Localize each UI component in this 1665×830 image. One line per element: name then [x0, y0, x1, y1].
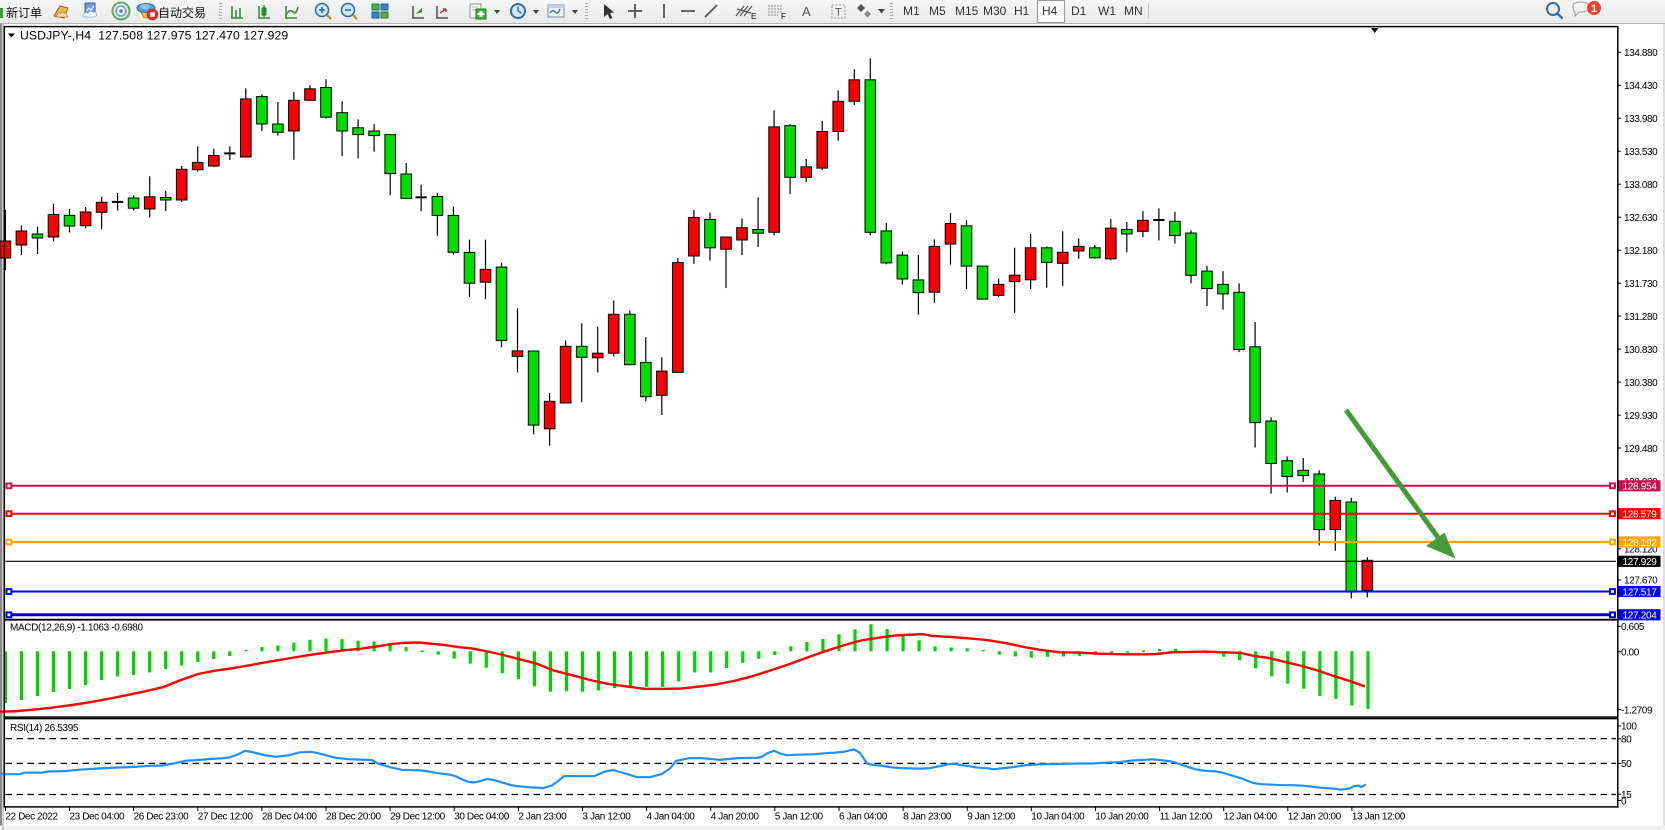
svg-text:130.380: 130.380: [1624, 378, 1658, 389]
svg-text:28 Dec 20:00: 28 Dec 20:00: [326, 812, 382, 823]
svg-text:128.954: 128.954: [1622, 482, 1657, 493]
svg-text:127.204: 127.204: [1622, 611, 1657, 622]
svg-text:130.830: 130.830: [1624, 345, 1658, 356]
svg-text:100: 100: [1621, 722, 1637, 733]
svg-text:128.192: 128.192: [1622, 538, 1657, 549]
svg-text:-1.2709: -1.2709: [1621, 705, 1653, 716]
svg-text:0: 0: [1621, 796, 1627, 807]
svg-text:30 Dec 04:00: 30 Dec 04:00: [454, 812, 510, 823]
svg-text:28 Dec 04:00: 28 Dec 04:00: [262, 812, 318, 823]
svg-text:127.929: 127.929: [1622, 557, 1657, 568]
svg-text:127.517: 127.517: [1622, 587, 1657, 598]
svg-text:133.530: 133.530: [1624, 147, 1658, 158]
svg-text:12 Jan 20:00: 12 Jan 20:00: [1288, 812, 1342, 823]
svg-text:10 Jan 20:00: 10 Jan 20:00: [1095, 812, 1149, 823]
svg-text:3 Jan 12:00: 3 Jan 12:00: [583, 812, 632, 823]
svg-text:0.605: 0.605: [1621, 622, 1645, 633]
svg-text:T: T: [835, 7, 842, 19]
svg-text:50: 50: [1621, 759, 1632, 770]
svg-text:133.980: 133.980: [1624, 114, 1658, 125]
svg-text:23 Dec 04:00: 23 Dec 04:00: [70, 812, 126, 823]
svg-text:80: 80: [1621, 735, 1632, 746]
svg-text:12 Jan 04:00: 12 Jan 04:00: [1224, 812, 1278, 823]
svg-text:26 Dec 23:00: 26 Dec 23:00: [134, 812, 190, 823]
svg-text:13 Jan 12:00: 13 Jan 12:00: [1352, 812, 1406, 823]
svg-text:132.630: 132.630: [1624, 213, 1658, 224]
svg-text:131.280: 131.280: [1624, 312, 1658, 323]
svg-text:129.930: 129.930: [1624, 411, 1658, 422]
svg-text:2 Jan 23:00: 2 Jan 23:00: [518, 812, 567, 823]
svg-text:27 Dec 12:00: 27 Dec 12:00: [198, 812, 254, 823]
svg-text:11 Jan 12:00: 11 Jan 12:00: [1160, 812, 1213, 823]
svg-text:129.480: 129.480: [1624, 444, 1658, 455]
svg-text:F: F: [781, 12, 786, 21]
svg-text:8 Jan 23:00: 8 Jan 23:00: [903, 812, 952, 823]
svg-text:128.120: 128.120: [1624, 545, 1658, 556]
svg-text:131.730: 131.730: [1624, 279, 1658, 290]
svg-text:4 Jan 04:00: 4 Jan 04:00: [647, 812, 696, 823]
svg-text:4 Jan 20:00: 4 Jan 20:00: [711, 812, 760, 823]
svg-text:9 Jan 12:00: 9 Jan 12:00: [967, 812, 1016, 823]
svg-text:132.180: 132.180: [1624, 246, 1658, 257]
svg-text:22 Dec 2022: 22 Dec 2022: [5, 812, 58, 823]
svg-text:A: A: [802, 4, 811, 19]
svg-text:6 Jan 04:00: 6 Jan 04:00: [839, 812, 888, 823]
svg-text:5 Jan 12:00: 5 Jan 12:00: [775, 812, 824, 823]
svg-text:E: E: [751, 12, 756, 21]
svg-text:133.080: 133.080: [1624, 180, 1658, 191]
svg-text:0.00: 0.00: [1621, 648, 1640, 659]
svg-text:10 Jan 04:00: 10 Jan 04:00: [1031, 812, 1085, 823]
svg-text:29 Dec 12:00: 29 Dec 12:00: [390, 812, 446, 823]
svg-text:134.880: 134.880: [1624, 48, 1658, 59]
svg-text:USDJPY-,H4 127.508 127.975 12: USDJPY-,H4 127.508 127.975 127.470 127.9…: [20, 29, 288, 43]
svg-text:134.430: 134.430: [1624, 81, 1658, 92]
svg-text:128.579: 128.579: [1622, 510, 1657, 521]
svg-text:127.670: 127.670: [1624, 576, 1658, 587]
svg-text:RSI(14) 26.5395: RSI(14) 26.5395: [10, 723, 79, 734]
svg-text:15: 15: [1621, 790, 1632, 801]
svg-text:1: 1: [1591, 3, 1597, 15]
svg-text:MACD(12,26,9) -1.1063 -0.6980: MACD(12,26,9) -1.1063 -0.6980: [10, 623, 143, 634]
